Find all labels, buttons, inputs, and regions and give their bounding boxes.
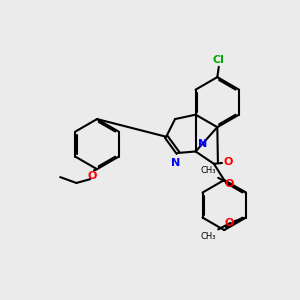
Text: N: N: [198, 139, 207, 149]
Text: Cl: Cl: [213, 55, 225, 65]
Text: CH₃: CH₃: [201, 167, 216, 176]
Text: O: O: [224, 218, 233, 228]
Text: O: O: [225, 179, 234, 189]
Text: O: O: [88, 171, 97, 181]
Text: CH₃: CH₃: [201, 232, 216, 241]
Text: O: O: [223, 158, 232, 167]
Text: N: N: [171, 158, 180, 168]
